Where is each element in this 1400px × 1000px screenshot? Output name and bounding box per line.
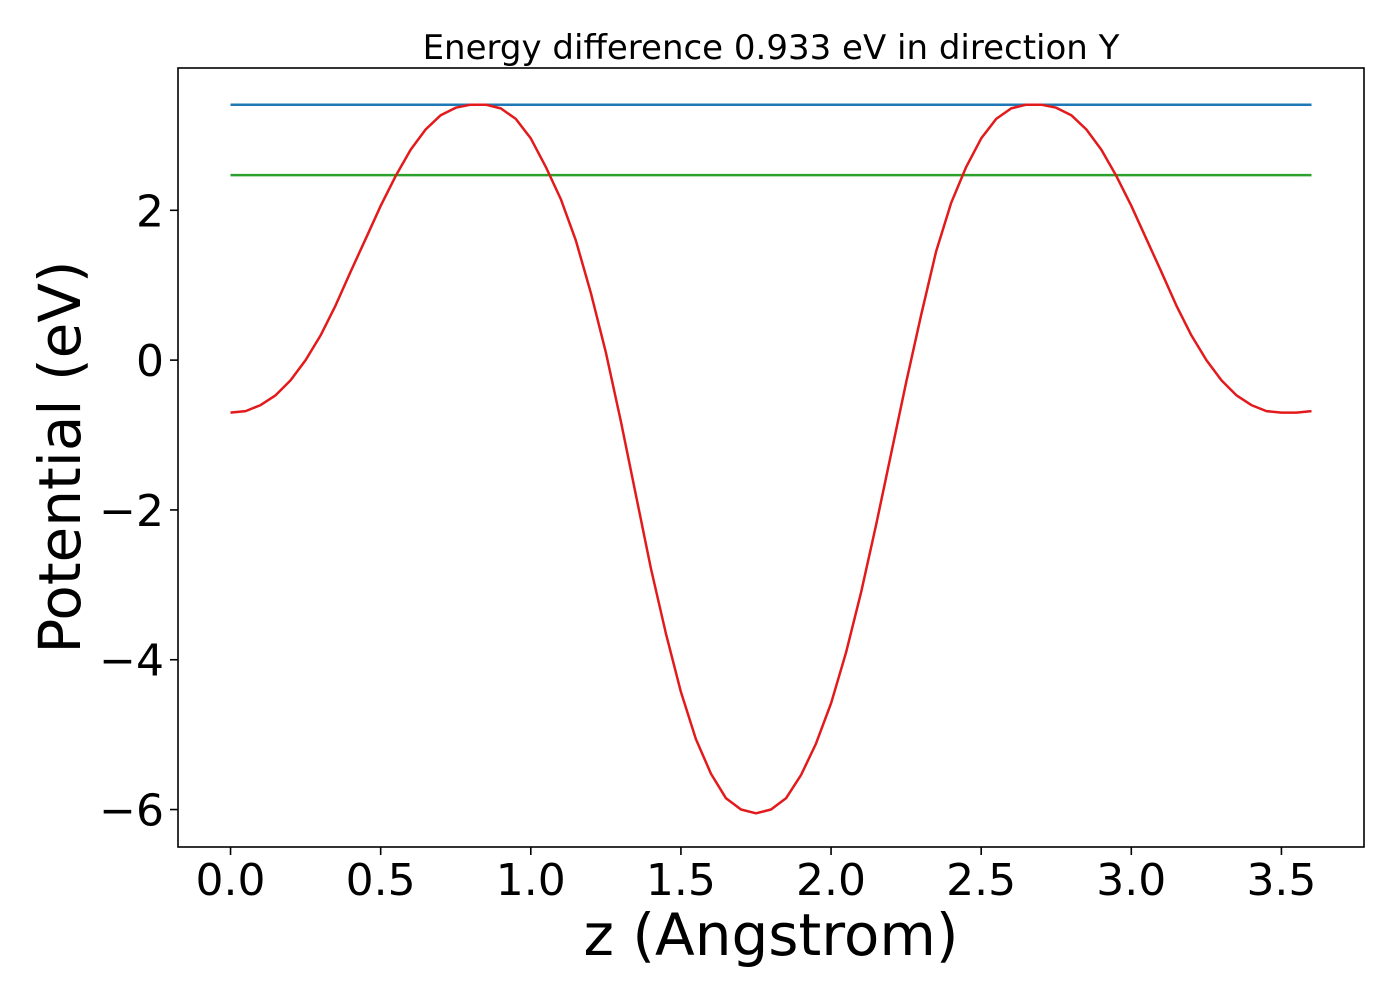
y-tick-label: −2 [99,486,164,537]
y-axis-label: Potential (eV) [26,260,94,653]
x-tick-label: 0.5 [346,855,416,906]
x-axis-label: z (Angstrom) [584,901,959,969]
y-axis-ticks: −6 −4 −2 0 2 [99,186,178,837]
x-tick-label: 1.5 [646,855,716,906]
y-tick-label: −4 [99,636,164,687]
plot-frame [177,67,1365,848]
series-line-2 [230,103,1312,815]
x-tick-label: 2.5 [946,855,1016,906]
plot-area [230,103,1312,815]
x-tick-label: 1.0 [496,855,566,906]
x-axis-ticks: 0.0 0.5 1.0 1.5 2.0 2.5 3.0 3.5 [196,847,1316,906]
x-tick-label: 3.5 [1246,855,1316,906]
y-tick-label: 2 [136,186,164,237]
x-tick-label: 3.0 [1096,855,1166,906]
chart-title: Energy difference 0.933 eV in direction … [423,28,1120,68]
y-tick-label: −6 [99,786,164,837]
x-tick-label: 2.0 [796,855,866,906]
x-tick-label: 0.0 [196,855,266,906]
y-tick-label: 0 [136,336,164,387]
